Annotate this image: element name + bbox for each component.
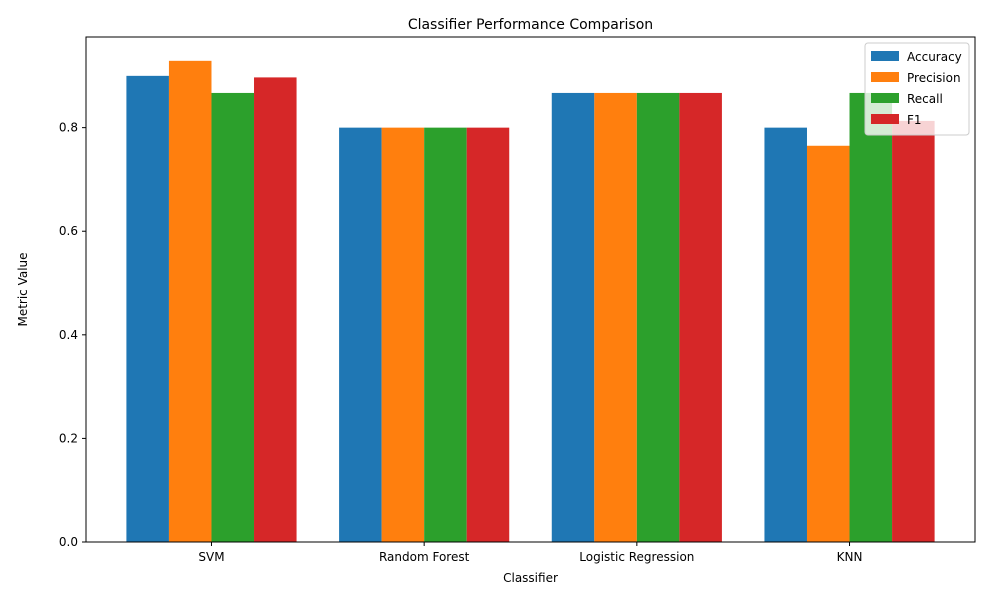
y-tick-label: 0.4 — [59, 328, 78, 342]
bar-recall-svm — [211, 92, 255, 542]
y-tick-label: 0.0 — [59, 535, 78, 549]
legend-swatch — [871, 93, 899, 103]
bar-f1-knn — [892, 120, 935, 542]
y-tick-label: 0.6 — [59, 224, 78, 238]
y-tick-label: 0.2 — [59, 431, 78, 445]
legend-box — [864, 42, 970, 136]
x-axis-label: Classifier — [503, 571, 558, 585]
x-tick-label: Random Forest — [379, 550, 470, 564]
chart-title: Classifier Performance Comparison — [408, 17, 653, 33]
y-tick-label: 0.8 — [59, 121, 78, 135]
bar-precision-knn — [806, 145, 850, 542]
x-tick-label: KNN — [837, 550, 863, 564]
bar-accuracy-logistic-regression — [551, 92, 595, 542]
bar-f1-random-forest — [466, 127, 510, 542]
bar-precision-logistic-regression — [594, 92, 637, 542]
y-axis-label: Metric Value — [16, 252, 30, 326]
bar-recall-random-forest — [424, 127, 467, 542]
x-tick-label: Logistic Regression — [579, 550, 694, 564]
legend: Accuracy Precision Recall F1 — [864, 42, 970, 136]
bar-f1-svm — [254, 77, 297, 543]
legend-swatch — [871, 51, 899, 61]
x-tick-label: SVM — [198, 550, 224, 564]
y-axis-ticks: 0.0 0.2 0.4 0.6 0.8 — [59, 121, 86, 549]
legend-swatch — [871, 72, 899, 82]
x-axis-ticks: SVM Random Forest Logistic Regression KNN — [198, 542, 862, 564]
legend-label: Precision — [907, 71, 961, 85]
bar-f1-logistic-regression — [679, 92, 722, 542]
bar-recall-knn — [849, 92, 893, 542]
bar-accuracy-svm — [126, 75, 169, 542]
legend-label: Accuracy — [907, 50, 962, 64]
plot-frame — [85, 36, 976, 543]
bar-precision-random-forest — [381, 127, 425, 542]
bar-recall-logistic-regression — [636, 92, 680, 542]
legend-label: F1 — [907, 113, 922, 127]
legend-swatch — [871, 114, 899, 124]
bar-precision-svm — [168, 60, 212, 542]
legend-label: Recall — [907, 92, 943, 106]
bars-group — [126, 60, 935, 543]
bar-accuracy-knn — [764, 127, 807, 542]
bar-accuracy-random-forest — [339, 127, 382, 542]
